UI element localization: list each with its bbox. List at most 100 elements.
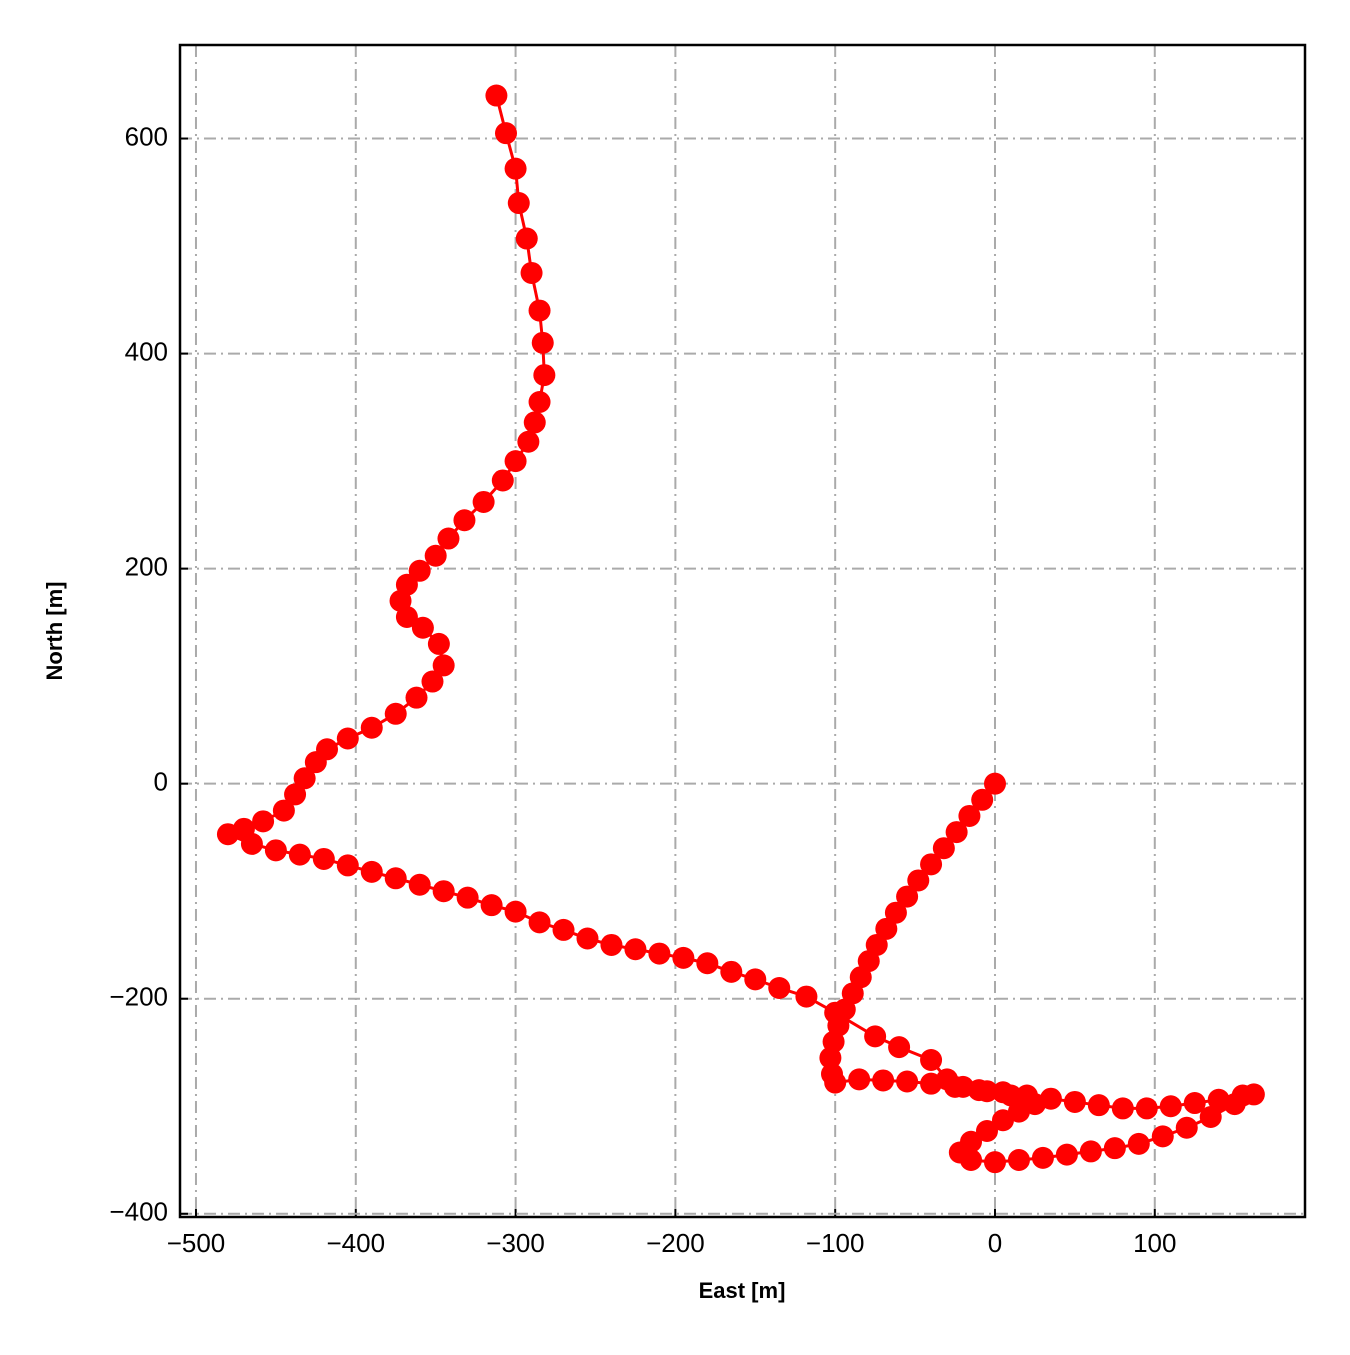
point	[288, 843, 311, 866]
point	[819, 1046, 842, 1069]
point	[888, 1036, 911, 1059]
point	[1127, 1132, 1150, 1155]
point	[504, 450, 527, 473]
y-tick-label: 200	[125, 552, 168, 582]
point	[360, 716, 383, 739]
point	[958, 804, 981, 827]
point	[453, 509, 476, 532]
point	[456, 886, 479, 909]
point	[624, 938, 647, 961]
point	[531, 331, 554, 354]
point	[696, 952, 719, 975]
point	[795, 985, 818, 1008]
point	[936, 1068, 959, 1091]
point	[1223, 1093, 1246, 1116]
trajectory-line	[223, 95, 1255, 1164]
point	[437, 527, 460, 550]
x-tick-label: −300	[486, 1228, 545, 1258]
y-tick-label: −200	[109, 982, 168, 1012]
x-tick-label: 0	[988, 1228, 1002, 1258]
point	[1031, 1146, 1054, 1169]
point	[875, 917, 898, 940]
point	[983, 1151, 1006, 1174]
point	[427, 632, 450, 655]
point	[1023, 1093, 1046, 1116]
point	[920, 853, 943, 876]
point	[1135, 1097, 1158, 1120]
point	[907, 869, 930, 892]
point	[424, 544, 447, 567]
point	[507, 192, 530, 215]
point	[971, 788, 994, 811]
point	[336, 727, 359, 750]
point	[920, 1049, 943, 1072]
point	[960, 1130, 983, 1153]
point	[520, 261, 543, 284]
x-tick-label: 100	[1133, 1228, 1176, 1258]
point	[1242, 1083, 1265, 1106]
point	[648, 942, 671, 965]
point	[884, 901, 907, 924]
plot-frame	[178, 43, 1307, 1219]
point	[421, 670, 444, 693]
point	[744, 968, 767, 991]
point	[552, 918, 575, 941]
point	[432, 880, 455, 903]
point	[824, 1071, 847, 1094]
point	[768, 976, 791, 999]
x-axis-label: East [m]	[699, 1278, 786, 1303]
point	[504, 900, 527, 923]
point	[983, 772, 1006, 795]
point	[720, 960, 743, 983]
point	[975, 1080, 998, 1103]
y-axis-label: North [m]	[42, 582, 67, 681]
point	[432, 654, 455, 677]
point	[1151, 1125, 1174, 1148]
point	[408, 559, 431, 582]
point	[1199, 1106, 1222, 1129]
point	[485, 84, 508, 107]
point	[576, 927, 599, 950]
point	[1111, 1097, 1134, 1120]
point	[515, 227, 538, 250]
point	[600, 933, 623, 956]
point	[1007, 1149, 1030, 1172]
point	[533, 364, 556, 387]
point	[528, 911, 551, 934]
point	[252, 810, 275, 833]
point	[932, 837, 955, 860]
point	[528, 390, 551, 413]
point	[528, 299, 551, 322]
point	[504, 157, 527, 180]
point	[405, 686, 428, 709]
point	[395, 573, 418, 596]
x-tick-label: −200	[646, 1228, 705, 1258]
point	[336, 854, 359, 877]
point	[1159, 1095, 1182, 1118]
point	[491, 469, 514, 492]
point	[1183, 1092, 1206, 1115]
point	[316, 738, 339, 761]
point	[864, 1025, 887, 1048]
point	[672, 946, 695, 969]
point	[824, 1001, 847, 1024]
point	[1087, 1094, 1110, 1117]
point	[480, 894, 503, 917]
point	[999, 1084, 1022, 1107]
point	[1079, 1140, 1102, 1163]
point	[384, 702, 407, 725]
x-tick-label: −500	[167, 1228, 226, 1258]
x-tick-label: −400	[326, 1228, 385, 1258]
point	[312, 847, 335, 870]
point	[264, 839, 287, 862]
point	[872, 1069, 895, 1092]
point	[494, 122, 517, 145]
point	[1063, 1090, 1086, 1113]
point	[293, 767, 316, 790]
point	[896, 885, 919, 908]
point	[848, 1068, 871, 1091]
point	[1175, 1116, 1198, 1139]
y-tick-label: 0	[154, 767, 168, 797]
point	[284, 783, 307, 806]
